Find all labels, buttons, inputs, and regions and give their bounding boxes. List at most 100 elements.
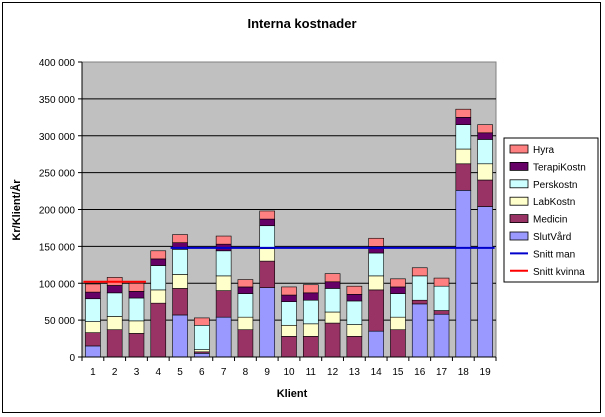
bar-segment-hyra xyxy=(433,277,450,287)
bar-segment-labkostn xyxy=(281,324,297,337)
bar-segment-medicin xyxy=(368,289,384,332)
bar-segment-slutvård xyxy=(455,190,472,358)
x-tick-label: 11 xyxy=(306,367,317,378)
bar-segment-perskostn xyxy=(346,300,363,325)
bar-segment-medicin xyxy=(85,332,101,347)
bar-segment-labkostn xyxy=(324,311,341,324)
bar-segment-perskostn xyxy=(390,293,406,318)
legend-swatch xyxy=(509,231,529,241)
bar-segment-slutvård xyxy=(411,303,428,358)
average-lines xyxy=(83,246,495,283)
bar-segment-terapikostn xyxy=(455,117,472,125)
bar-segment-labkostn xyxy=(215,275,232,291)
bar-segment-perskostn xyxy=(324,288,341,313)
bar-segment-hyra xyxy=(150,250,167,260)
y-tick-label: 0 xyxy=(69,353,75,364)
legend-label: Snitt kvinna xyxy=(533,267,585,278)
bar-segment-slutvård xyxy=(172,314,188,358)
bar-segment-perskostn xyxy=(302,299,319,325)
bar-segment-hyra xyxy=(302,284,319,294)
x-tick-label: 6 xyxy=(199,367,205,378)
x-tick-label: 3 xyxy=(134,367,140,378)
bar-segment-medicin xyxy=(346,336,363,358)
bar-segment-hyra xyxy=(411,267,428,277)
bar-segment-perskostn xyxy=(172,249,188,275)
bars xyxy=(85,108,493,358)
x-tick-label: 10 xyxy=(283,367,295,378)
x-tick-label: 4 xyxy=(155,367,161,378)
bar-segment-hyra xyxy=(455,108,472,118)
bar-segment-medicin xyxy=(433,310,450,315)
bar-segment-perskostn xyxy=(85,298,101,322)
bar-segment-perskostn xyxy=(259,225,276,249)
x-tick-label: 7 xyxy=(221,367,227,378)
legend-swatch xyxy=(509,144,529,154)
bar-segment-slutvård xyxy=(194,353,210,358)
bar-segment-labkostn xyxy=(128,320,145,334)
legend-swatch xyxy=(509,196,529,206)
chart-title: Interna kostnader xyxy=(247,16,356,31)
bar-segment-terapikostn xyxy=(85,291,101,300)
bar-segment-hyra xyxy=(368,237,384,247)
bar-segment-terapikostn xyxy=(150,258,167,266)
bar-segment-hyra xyxy=(477,124,493,134)
bar-segment-labkostn xyxy=(477,163,493,181)
x-tick-label: 19 xyxy=(480,367,492,378)
bar-segment-perskostn xyxy=(477,139,493,165)
y-tick-label: 300 000 xyxy=(39,132,76,143)
x-tick-label: 17 xyxy=(436,367,448,378)
bar-segment-medicin xyxy=(411,299,428,305)
x-axis-label: Klient xyxy=(277,388,308,400)
bar-segment-slutvård xyxy=(259,287,276,358)
bar-segment-medicin xyxy=(128,333,145,358)
bar-segment-hyra xyxy=(259,210,276,220)
bar-segment-slutvård xyxy=(477,206,493,358)
bar-segment-medicin xyxy=(259,260,276,288)
x-tick-label: 12 xyxy=(327,367,339,378)
y-tick-label: 250 000 xyxy=(39,169,76,180)
bar-segment-terapikostn xyxy=(346,294,363,302)
legend-label: Snitt man xyxy=(533,249,575,260)
bar-segment-perskostn xyxy=(411,275,428,301)
bar-segment-hyra xyxy=(172,234,188,243)
bar-segment-terapikostn xyxy=(106,285,123,294)
bar-segment-labkostn xyxy=(302,323,319,337)
bar-segment-terapikostn xyxy=(477,132,493,140)
bar-segment-labkostn xyxy=(368,275,384,291)
bar-segment-perskostn xyxy=(281,301,297,326)
legend-label: Perskostn xyxy=(533,180,577,191)
bar-segment-perskostn xyxy=(106,292,123,317)
bar-segment-labkostn xyxy=(390,316,406,331)
legend-label: LabKostn xyxy=(533,197,575,208)
bar-segment-hyra xyxy=(194,317,210,326)
legend-swatch xyxy=(509,179,529,189)
bar-segment-slutvård xyxy=(433,313,450,358)
bar-segment-hyra xyxy=(85,283,101,293)
bar-segment-perskostn xyxy=(194,324,210,350)
bar-segment-hyra xyxy=(128,282,145,292)
bar-segment-slutvård xyxy=(215,316,232,358)
bar-segment-labkostn xyxy=(455,148,472,165)
bar-segment-hyra xyxy=(390,278,406,288)
bar-segment-terapikostn xyxy=(281,294,297,302)
legend: Hyra TerapiKostn Perskostn LabKostn Medicin S… xyxy=(509,144,586,278)
x-tick-label: 15 xyxy=(392,367,404,378)
bar-segment-hyra xyxy=(324,273,341,283)
bar-segment-perskostn xyxy=(215,250,232,277)
bar-segment-medicin xyxy=(237,329,254,358)
bar-segment-perskostn xyxy=(433,285,450,311)
y-tick-label: 350 000 xyxy=(39,95,76,106)
bar-segment-terapikostn xyxy=(302,292,319,301)
bar-segment-labkostn xyxy=(237,316,254,331)
bar-segment-labkostn xyxy=(172,274,188,289)
bar-segment-slutvård xyxy=(85,345,101,358)
y-tick-label: 150 000 xyxy=(39,242,76,253)
bar-segment-medicin xyxy=(302,336,319,358)
x-ticks: 1 2 3 4 5 6 7 8 9 10 11 12 13 14 15 16 17 18 19 xyxy=(81,357,497,378)
bar-segment-medicin xyxy=(281,336,297,358)
x-tick-label: 18 xyxy=(458,367,470,378)
legend-label: Medicin xyxy=(533,215,567,226)
bar-segment-medicin xyxy=(172,288,188,316)
bar-segment-terapikostn xyxy=(128,291,145,299)
bar-segment-hyra xyxy=(237,279,254,288)
